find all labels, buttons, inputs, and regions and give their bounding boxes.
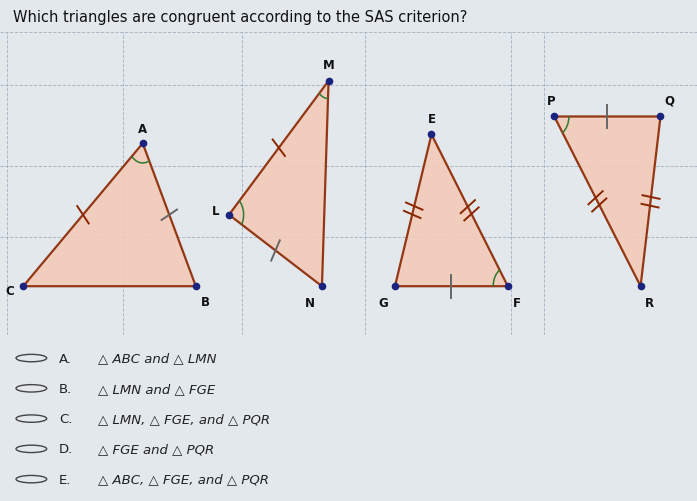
Polygon shape xyxy=(554,117,661,287)
Text: △ FGE and △ PQR: △ FGE and △ PQR xyxy=(98,442,214,455)
Text: B: B xyxy=(201,295,210,308)
Text: C: C xyxy=(6,285,15,298)
Text: B.: B. xyxy=(59,382,72,395)
Text: △ ABC, △ FGE, and △ PQR: △ ABC, △ FGE, and △ PQR xyxy=(98,473,268,485)
Text: D.: D. xyxy=(59,442,73,455)
Text: A.: A. xyxy=(59,352,72,365)
Text: P: P xyxy=(546,95,556,108)
Text: E.: E. xyxy=(59,473,72,485)
Text: E: E xyxy=(427,113,436,126)
Text: L: L xyxy=(212,204,220,217)
Text: M: M xyxy=(323,59,335,72)
Text: N: N xyxy=(305,296,315,309)
Text: G: G xyxy=(378,296,388,309)
Text: Which triangles are congruent according to the SAS criterion?: Which triangles are congruent according … xyxy=(13,11,467,26)
Text: A: A xyxy=(138,122,147,135)
Text: △ LMN and △ FGE: △ LMN and △ FGE xyxy=(98,382,215,395)
Text: R: R xyxy=(645,296,654,309)
Text: Q: Q xyxy=(665,95,675,108)
Text: C.: C. xyxy=(59,412,72,425)
Text: F: F xyxy=(513,296,521,309)
Text: △ ABC and △ LMN: △ ABC and △ LMN xyxy=(98,352,216,365)
Polygon shape xyxy=(395,135,508,287)
Polygon shape xyxy=(23,144,196,287)
Polygon shape xyxy=(229,82,328,287)
Text: △ LMN, △ FGE, and △ PQR: △ LMN, △ FGE, and △ PQR xyxy=(98,412,270,425)
